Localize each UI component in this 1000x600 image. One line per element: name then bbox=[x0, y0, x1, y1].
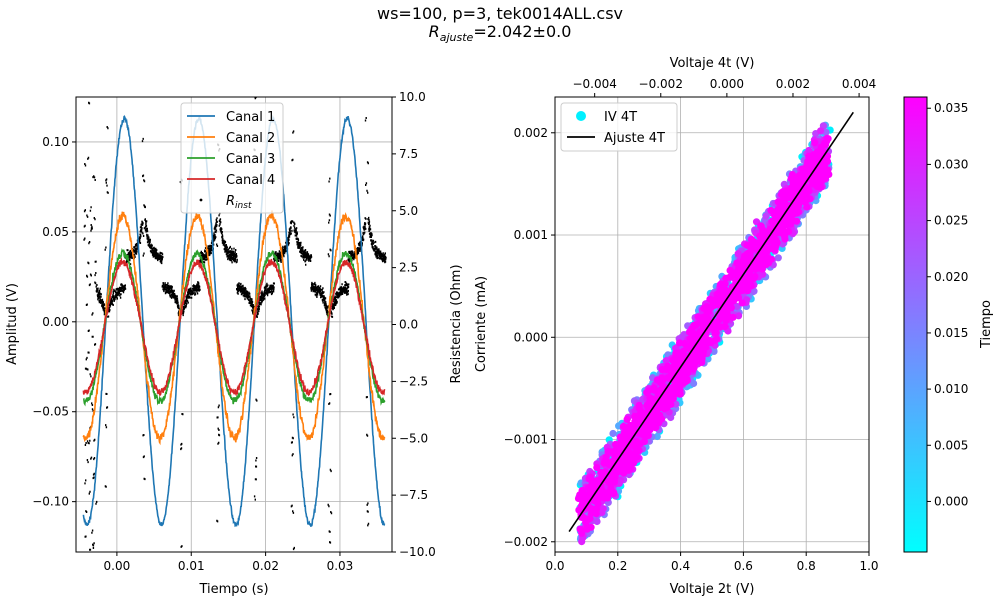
colorbar-tick-label: 0.015 bbox=[934, 326, 968, 340]
channel-line-1 bbox=[82, 114, 386, 528]
legend-swatch-rinst bbox=[199, 198, 203, 202]
right-x2-ticks: −0.004 −0.002 0.000 0.002 0.004 bbox=[572, 77, 876, 97]
right-chart: 0.0 0.2 0.4 0.6 0.8 1.0 −0.002 −0.001 0.000 0.00… bbox=[474, 56, 879, 597]
scatter-layer bbox=[574, 134, 833, 537]
left-y-tick-label: −0.05 bbox=[32, 405, 69, 419]
colorbar-tick-label: 0.010 bbox=[934, 382, 968, 396]
left-x-tick-label: 0.01 bbox=[178, 559, 205, 573]
left-y2-label: Resistencia (Ohm) bbox=[449, 264, 464, 383]
left-x-tick-label: 0.02 bbox=[252, 559, 279, 573]
left-y-tick-label: 0.10 bbox=[42, 135, 69, 149]
left-x-tick-label: 0.00 bbox=[104, 559, 131, 573]
colorbar: 0.000 0.005 0.010 0.015 0.020 0.025 0.030 0.035… bbox=[903, 96, 994, 553]
right-x-label: Voltaje 2t (V) bbox=[670, 582, 755, 597]
left-y-label: Amplitud (V) bbox=[5, 283, 20, 365]
legend-swatch-iv4t bbox=[576, 111, 586, 121]
colorbar-tick-label: 0.000 bbox=[934, 494, 968, 508]
right-x-tick-label: 0.6 bbox=[734, 559, 753, 573]
left-x-label: Tiempo (s) bbox=[198, 582, 268, 597]
right-x-ticks: 0.0 0.2 0.4 0.6 0.8 1.0 bbox=[545, 552, 879, 573]
colorbar-ticks: 0.000 0.005 0.010 0.015 0.020 0.025 0.030 0.035 bbox=[927, 101, 968, 508]
right-legend: IV 4T Ajuste 4T bbox=[560, 102, 678, 152]
right-y-tick-label: 0.000 bbox=[514, 330, 548, 344]
right-legend-box bbox=[560, 102, 678, 152]
colorbar-tick-label: 0.035 bbox=[934, 101, 968, 115]
left-y2-ticks: −10.0 −7.5 −5.0 −2.5 0.0 2.5 5.0 7.5 10.0 bbox=[392, 90, 436, 559]
right-x-tick-label: 0.2 bbox=[608, 559, 627, 573]
legend-label-ajuste4t: Ajuste 4T bbox=[604, 131, 665, 146]
left-y2-tick-label: 2.5 bbox=[399, 261, 418, 275]
ajuste-4t-line bbox=[568, 111, 854, 532]
title-r-value: =2.042±0.0 bbox=[473, 22, 572, 41]
right-x-tick-label: 0.4 bbox=[671, 559, 690, 573]
left-y2-tick-label: 10.0 bbox=[399, 90, 426, 104]
left-y2-tick-label: 5.0 bbox=[399, 204, 418, 218]
right-y-ticks: −0.002 −0.001 0.000 0.001 0.002 bbox=[504, 126, 555, 549]
title-r-subscript: ajuste bbox=[439, 31, 474, 45]
colorbar-label: Tiempo bbox=[979, 300, 994, 349]
right-x2-tick-label: 0.004 bbox=[842, 77, 876, 91]
channel-line-4 bbox=[82, 256, 386, 397]
channel-lines bbox=[82, 114, 386, 528]
left-y-tick-label: 0.00 bbox=[42, 315, 69, 329]
figure-title-line1: ws=100, p=3, tek0014ALL.csv bbox=[376, 4, 623, 23]
title-r-symbol: R bbox=[428, 22, 440, 41]
legend-label-canal-2: Canal 2 bbox=[226, 131, 275, 146]
right-x2-tick-label: 0.002 bbox=[776, 77, 810, 91]
right-y-tick-label: −0.002 bbox=[504, 535, 548, 549]
right-x2-tick-label: −0.004 bbox=[572, 77, 616, 91]
right-x-tick-label: 1.0 bbox=[859, 559, 878, 573]
left-chart: 0.00 0.01 0.02 0.03 −0.10−0.050.000.050.10 … bbox=[5, 90, 464, 597]
legend-label-canal-4: Canal 4 bbox=[226, 173, 275, 188]
right-x2-tick-label: 0.000 bbox=[710, 77, 744, 91]
iv-scatter-points bbox=[574, 121, 834, 546]
left-y-tick-label: 0.05 bbox=[42, 225, 69, 239]
legend-label-canal-3: Canal 3 bbox=[226, 152, 275, 167]
left-y2-tick-label: 7.5 bbox=[399, 147, 418, 161]
channel-line-2 bbox=[82, 210, 386, 446]
right-x-tick-label: 0.8 bbox=[797, 559, 816, 573]
channel-line-3 bbox=[83, 248, 386, 407]
colorbar-tick-label: 0.025 bbox=[934, 214, 968, 228]
left-legend-box bbox=[180, 102, 284, 214]
left-y2-tick-label: −7.5 bbox=[399, 488, 428, 502]
right-y-label: Corriente (mA) bbox=[474, 276, 489, 372]
figure-title-line2: Rajuste=2.042±0.0 bbox=[0, 22, 1000, 44]
colorbar-gradient bbox=[903, 96, 928, 553]
left-y-tick-label: −0.10 bbox=[32, 495, 69, 509]
colorbar-tick-label: 0.020 bbox=[934, 270, 968, 284]
right-x-tick-label: 0.0 bbox=[545, 559, 564, 573]
right-y-tick-label: −0.001 bbox=[504, 433, 548, 447]
right-x2-tick-label: −0.002 bbox=[639, 77, 683, 91]
colorbar-tick-label: 0.030 bbox=[934, 157, 968, 171]
left-y2-tick-label: −10.0 bbox=[399, 545, 436, 559]
left-y2-tick-label: −2.5 bbox=[399, 374, 428, 388]
colorbar-tick-label: 0.005 bbox=[934, 438, 968, 452]
right-y-tick-label: 0.001 bbox=[514, 228, 548, 242]
left-y-ticks: −0.10 −0.05 0.00 0.05 0.10 bbox=[32, 135, 76, 509]
legend-label-canal-1: Canal 1 bbox=[226, 110, 275, 125]
right-axes-frame bbox=[554, 96, 870, 553]
legend-label-rinst-sub: inst bbox=[235, 201, 252, 211]
right-y-tick-label: 0.002 bbox=[514, 126, 548, 140]
fit-line bbox=[568, 111, 854, 532]
left-y2-tick-label: −5.0 bbox=[399, 431, 428, 445]
left-x-ticks: 0.00 0.01 0.02 0.03 bbox=[104, 552, 354, 573]
right-x2-label: Voltaje 4t (V) bbox=[670, 56, 755, 71]
legend-label-iv4t: IV 4T bbox=[604, 110, 637, 125]
left-x-tick-label: 0.03 bbox=[327, 559, 354, 573]
left-y2-tick-label: 0.0 bbox=[399, 318, 418, 332]
